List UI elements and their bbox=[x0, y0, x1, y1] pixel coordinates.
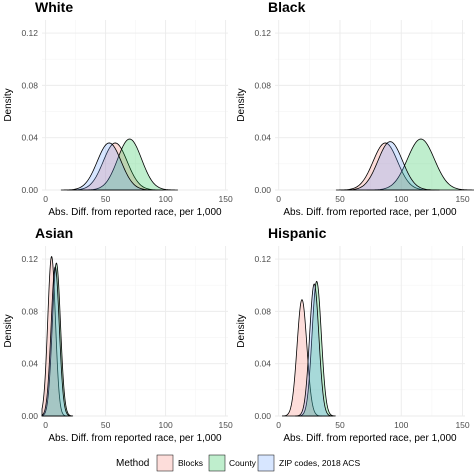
density-area-zip-codes-2018-acs-black bbox=[340, 141, 440, 191]
x-tick-label: 0 bbox=[276, 420, 281, 430]
x-axis-label: Abs. Diff. from reported race, per 1,000 bbox=[283, 433, 457, 444]
x-tick-label: 100 bbox=[394, 420, 408, 430]
y-tick-label: 0.08 bbox=[254, 80, 271, 90]
y-tick-label: 0.12 bbox=[254, 254, 271, 264]
x-tick-label: 0 bbox=[43, 194, 48, 204]
y-tick-label: 0.00 bbox=[254, 411, 271, 421]
density-area-blocks-black bbox=[335, 142, 435, 191]
y-tick-label: 0.04 bbox=[254, 359, 271, 369]
x-axis-label: Abs. Diff. from reported race, per 1,000 bbox=[48, 433, 222, 444]
panel-title-asian: Asian bbox=[35, 225, 73, 241]
y-tick-label: 0.08 bbox=[254, 306, 271, 316]
panel-hispanic: Hispanic 0 50 100 150 0.00 0.04 0.08 0.12 Abs. Di… bbox=[236, 225, 470, 444]
panel-title-hispanic: Hispanic bbox=[268, 225, 327, 241]
x-tick-label: 150 bbox=[455, 194, 469, 204]
y-axis-label: Density bbox=[3, 314, 14, 347]
x-axis-label: Abs. Diff. from reported race, per 1,000 bbox=[283, 207, 457, 218]
legend-title: Method bbox=[116, 458, 149, 469]
panel-white: White 0 50 100 150 0.00 0.04 0.08 0.12 Abs. Diff.… bbox=[3, 0, 233, 218]
legend-label-zip: ZIP codes, 2018 ACS bbox=[279, 458, 360, 468]
y-tick-label: 0.04 bbox=[21, 133, 38, 143]
y-axis-label: Density bbox=[236, 314, 247, 347]
density-area-county-black bbox=[366, 138, 474, 191]
density-area-county-hispanic bbox=[297, 280, 336, 417]
y-tick-label: 0.12 bbox=[21, 28, 38, 38]
y-tick-label: 0.08 bbox=[21, 306, 38, 316]
x-tick-label: 0 bbox=[276, 194, 281, 204]
panel-title-black: Black bbox=[268, 0, 306, 15]
x-tick-label: 150 bbox=[455, 420, 469, 430]
legend-label-blocks: Blocks bbox=[178, 458, 203, 468]
density-area-zip-codes-2018-acs-hispanic bbox=[295, 283, 334, 417]
density-area-zip-codes-2018-acs-white bbox=[60, 142, 158, 191]
panel-black: Black 0 50 100 150 0.00 0.04 0.08 0.12 Abs. Diff.… bbox=[236, 0, 474, 218]
x-tick-label: 50 bbox=[101, 420, 111, 430]
legend-key-county bbox=[208, 454, 226, 472]
panel-asian: Asian 0 50 100 150 0.00 0.04 0.08 0.12 Abs. Diff.… bbox=[3, 225, 233, 444]
density-area-county-asian bbox=[41, 262, 74, 417]
legend-label-county: County bbox=[229, 458, 257, 468]
x-axis-label: Abs. Diff. from reported race, per 1,000 bbox=[48, 207, 222, 218]
x-tick-label: 150 bbox=[219, 194, 233, 204]
y-axis-label: Density bbox=[3, 88, 14, 121]
panels: White 0 50 100 150 0.00 0.04 0.08 0.12 Abs. Diff.… bbox=[3, 0, 474, 444]
y-tick-label: 0.12 bbox=[21, 254, 38, 264]
y-tick-label: 0.00 bbox=[254, 185, 271, 195]
x-tick-label: 0 bbox=[43, 420, 48, 430]
x-tick-label: 100 bbox=[159, 194, 173, 204]
panel-title-white: White bbox=[35, 0, 73, 15]
y-tick-label: 0.00 bbox=[21, 185, 38, 195]
x-tick-label: 100 bbox=[394, 194, 408, 204]
x-tick-label: 50 bbox=[335, 194, 345, 204]
x-tick-label: 50 bbox=[101, 194, 111, 204]
x-tick-label: 150 bbox=[219, 420, 233, 430]
legend-key-blocks bbox=[156, 454, 174, 472]
density-area-county-white bbox=[81, 138, 178, 191]
x-tick-label: 50 bbox=[335, 420, 345, 430]
legend-key-zip bbox=[257, 454, 275, 472]
y-tick-label: 0.04 bbox=[254, 133, 271, 143]
y-tick-label: 0.04 bbox=[21, 359, 38, 369]
y-axis-label: Density bbox=[236, 88, 247, 121]
density-area-blocks-hispanic bbox=[281, 299, 322, 417]
density-area-zip-codes-2018-acs-asian bbox=[41, 266, 72, 417]
y-tick-label: 0.12 bbox=[254, 28, 271, 38]
y-tick-label: 0.00 bbox=[21, 411, 38, 421]
density-area-blocks-white bbox=[66, 142, 164, 191]
x-tick-label: 100 bbox=[159, 420, 173, 430]
y-tick-label: 0.08 bbox=[21, 80, 38, 90]
legend: Method Blocks County ZIP codes, 2018 ACS bbox=[116, 454, 360, 472]
